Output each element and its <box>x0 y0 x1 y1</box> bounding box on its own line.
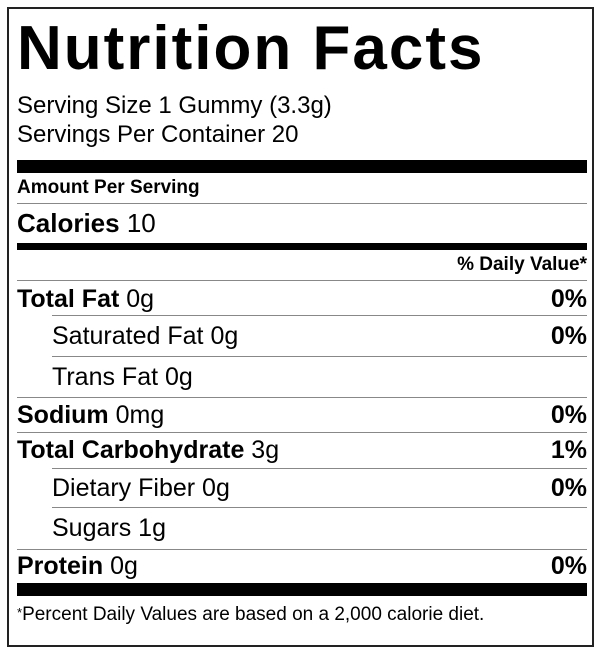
nutrient-row-total-fat: Total Fat 0g 0% <box>17 281 587 317</box>
nutrient-row-sugars: Sugars 1g <box>52 510 587 546</box>
footnote: *Percent Daily Values are based on a 2,0… <box>17 601 587 627</box>
nutrient-amount: 0g <box>210 321 239 350</box>
amount-per-serving: Amount Per Serving <box>17 177 200 198</box>
nutrient-row-saturated-fat: Saturated Fat 0g 0% <box>52 318 587 354</box>
divider <box>17 397 587 398</box>
nutrient-row-protein: Protein 0g 0% <box>17 548 587 584</box>
divider <box>52 507 587 508</box>
footnote-marker: * <box>17 605 23 620</box>
nutrient-label: Trans Fat <box>52 362 159 391</box>
calories-value: 10 <box>126 207 156 238</box>
divider <box>17 549 587 550</box>
nutrient-amount: 0g <box>165 362 193 391</box>
thick-divider <box>17 160 587 173</box>
nutrient-label: Total Fat <box>17 284 120 313</box>
thick-divider <box>17 583 587 596</box>
medium-divider <box>17 243 587 250</box>
nutrient-amount: 0mg <box>115 400 165 429</box>
calories-label: Calories <box>17 207 120 238</box>
nutrient-dv: 0% <box>550 284 587 313</box>
serving-size: Serving Size 1 Gummy (3.3g) <box>17 92 332 119</box>
nutrient-row-total-carbohydrate: Total Carbohydrate 3g 1% <box>17 432 587 468</box>
nutrient-label: Sugars <box>52 513 132 542</box>
divider <box>52 315 587 316</box>
divider <box>17 280 587 281</box>
nutrient-amount: 0g <box>126 284 155 313</box>
nutrient-label: Protein <box>17 551 104 580</box>
divider <box>52 468 587 469</box>
nutrient-label: Dietary Fiber <box>52 473 196 502</box>
nutrient-dv: 0% <box>550 321 587 350</box>
nutrient-amount: 0g <box>202 473 230 502</box>
nutrient-dv: 0% <box>550 400 587 429</box>
nutrient-label: Sodium <box>17 400 109 429</box>
servings-per-container: Servings Per Container 20 <box>17 121 299 148</box>
divider <box>17 203 587 204</box>
footnote-text: Percent Daily Values are based on a 2,00… <box>22 604 485 625</box>
nutrient-amount: 0g <box>110 551 138 580</box>
nutrient-row-dietary-fiber: Dietary Fiber 0g 0% <box>52 470 587 506</box>
nutrient-dv: 0% <box>550 473 587 502</box>
nutrient-amount: 3g <box>251 435 280 464</box>
nutrient-dv: 0% <box>550 551 587 580</box>
divider <box>52 356 587 357</box>
nutrient-row-trans-fat: Trans Fat 0g <box>52 359 587 395</box>
nutrient-label: Total Carbohydrate <box>17 435 245 464</box>
label-border <box>7 7 594 647</box>
nutrient-amount: 1g <box>138 513 166 542</box>
nutrient-label: Saturated Fat <box>52 321 204 350</box>
label-title: Nutrition Facts <box>17 14 485 83</box>
divider <box>17 432 587 433</box>
calories-row: Calories 10 <box>17 205 587 241</box>
nutrient-dv: 1% <box>550 435 587 464</box>
daily-value-header: % Daily Value* <box>457 254 587 275</box>
nutrient-row-sodium: Sodium 0mg 0% <box>17 397 587 433</box>
